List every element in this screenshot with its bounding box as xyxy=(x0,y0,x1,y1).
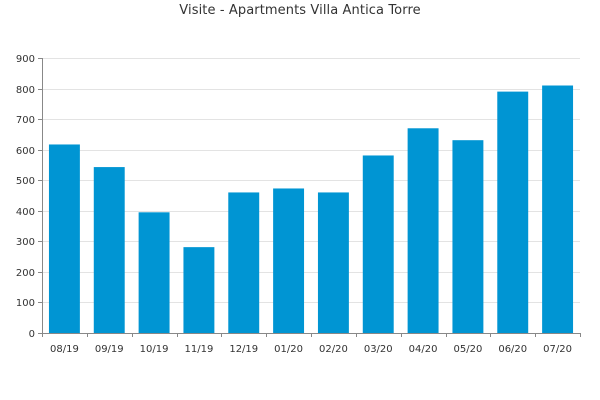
y-tick-label: 200 xyxy=(16,268,35,279)
x-tick-label: 12/19 xyxy=(229,344,258,355)
x-tick-labels: 08/19 09/19 10/19 11/19 12/19 01/20 02/20 03/20… xyxy=(50,344,572,355)
x-tick-label: 07/20 xyxy=(543,344,572,355)
y-tick-label: 400 xyxy=(16,207,35,218)
x-tick-label: 09/19 xyxy=(95,344,124,355)
bar-01-20 xyxy=(273,188,305,333)
y-tick-label: 500 xyxy=(16,176,35,187)
bar-10-19 xyxy=(138,212,170,333)
bar-12-19 xyxy=(228,192,260,333)
x-tick-label: 01/20 xyxy=(274,344,303,355)
y-tick-label: 700 xyxy=(16,115,35,126)
x-tick-label: 06/20 xyxy=(498,344,527,355)
y-tick-label: 300 xyxy=(16,237,35,248)
x-tick-label: 08/19 xyxy=(50,344,79,355)
y-tick-labels: 0 100 200 300 400 500 600 700 800 900 xyxy=(16,54,35,340)
x-tick-label: 11/19 xyxy=(185,344,214,355)
x-tick-label: 02/20 xyxy=(319,344,348,355)
axes xyxy=(38,58,581,337)
chart-title: Visite - Apartments Villa Antica Torre xyxy=(179,3,421,18)
bar-02-20 xyxy=(317,192,349,333)
x-tick-label: 10/19 xyxy=(140,344,169,355)
bar-07-20 xyxy=(542,85,574,333)
bar-09-19 xyxy=(93,167,125,333)
y-tick-label: 0 xyxy=(29,329,35,340)
gridlines xyxy=(42,58,580,303)
x-tick-label: 03/20 xyxy=(364,344,393,355)
bar-06-20 xyxy=(497,91,529,333)
y-tick-label: 600 xyxy=(16,146,35,157)
bar-05-20 xyxy=(452,140,484,333)
y-tick-label: 900 xyxy=(16,54,35,65)
x-tick-label: 05/20 xyxy=(454,344,483,355)
bar-04-20 xyxy=(407,128,439,333)
bar-11-19 xyxy=(183,247,215,333)
y-tick-label: 100 xyxy=(16,298,35,309)
bar-03-20 xyxy=(362,155,394,333)
bars xyxy=(48,85,574,333)
y-tick-label: 800 xyxy=(16,85,35,96)
x-tick-label: 04/20 xyxy=(409,344,438,355)
bar-08-19 xyxy=(48,144,80,333)
